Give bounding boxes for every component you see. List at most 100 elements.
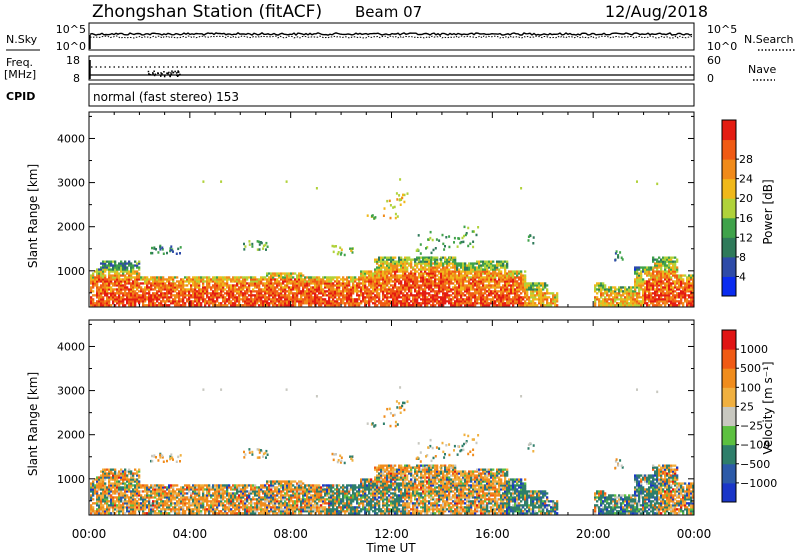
power-cell [692, 294, 695, 297]
power-cell [480, 280, 483, 283]
power-cell [608, 290, 611, 293]
power-scatter [465, 232, 468, 235]
power-cell [244, 296, 247, 299]
power-cell [426, 280, 429, 283]
velocity-cell [94, 512, 97, 515]
power-cell [486, 278, 489, 281]
velocity-cell [124, 488, 127, 491]
power-cell [432, 298, 435, 301]
power-cell [310, 298, 313, 301]
power-cell [136, 278, 139, 281]
power-cell [502, 266, 505, 269]
power-cell [314, 302, 317, 305]
power-cell [448, 282, 451, 285]
velocity-cell [116, 474, 119, 477]
power-cell [96, 272, 99, 275]
power-cell [470, 272, 473, 275]
power-cell [104, 264, 107, 267]
power-cell [128, 302, 131, 305]
power-cell [120, 260, 123, 263]
power-cell [186, 284, 189, 287]
power-cell [118, 292, 121, 295]
power-cell [442, 264, 445, 267]
power-cell [416, 262, 419, 265]
power-cell [130, 304, 133, 307]
power-cell [142, 288, 145, 291]
power-cell [638, 296, 641, 299]
power-cell [244, 286, 247, 289]
power-cell [652, 276, 655, 279]
power-cell [686, 280, 689, 283]
power-cell [398, 256, 401, 259]
power-cell [122, 288, 125, 291]
power-cell [652, 286, 655, 289]
power-cell [632, 290, 635, 293]
power-cell [204, 304, 207, 307]
power-cell [618, 292, 621, 295]
power-cell [438, 288, 441, 291]
power-cell [242, 300, 245, 303]
power-cell [656, 290, 659, 293]
power-cell [378, 302, 381, 305]
power-cell [302, 278, 305, 281]
velocity-cell [122, 482, 125, 485]
power-cell [610, 304, 613, 307]
power-cell [532, 288, 535, 291]
velocity-cell [96, 488, 99, 491]
power-cell [512, 288, 515, 291]
power-cell [418, 262, 421, 265]
power-cell [652, 282, 655, 285]
nsky-label: N.Sky [6, 33, 38, 46]
power-cell [656, 268, 659, 271]
power-cell [604, 290, 607, 293]
power-cell [642, 268, 645, 271]
power-cell [400, 266, 403, 269]
power-cell [124, 294, 127, 297]
power-cell [300, 272, 303, 275]
power-cell [182, 294, 185, 297]
power-cell [112, 270, 115, 273]
power-cell [376, 280, 379, 283]
power-cell [680, 280, 683, 283]
power-cell [498, 280, 501, 283]
power-cell [126, 298, 129, 301]
power-cell [242, 292, 245, 295]
power-cell [224, 292, 227, 295]
power-cell [378, 272, 381, 275]
power-cell [452, 274, 455, 277]
power-cell [492, 300, 495, 303]
power-cell [296, 276, 299, 279]
power-cell [208, 284, 211, 287]
velocity-cell [118, 488, 121, 491]
power-cell [184, 288, 187, 291]
power-cell [424, 276, 427, 279]
power-cell [444, 294, 447, 297]
power-cell [406, 270, 409, 273]
power-cell [220, 276, 223, 279]
power-cell [136, 288, 139, 291]
power-cell [270, 274, 273, 277]
power-cell [90, 296, 93, 299]
power-cell [114, 282, 117, 285]
power-cell [134, 286, 137, 289]
velocity-cell [118, 472, 121, 475]
power-cell [248, 302, 251, 305]
power-cell [504, 276, 507, 279]
power-cell [644, 296, 647, 299]
power-cell [528, 288, 531, 291]
power-cell [454, 266, 457, 269]
power-cell [100, 262, 103, 265]
power-cell [272, 300, 275, 303]
power-cell [166, 300, 169, 303]
power-cell [660, 296, 663, 299]
power-cell [268, 288, 271, 291]
power-cell [464, 274, 467, 277]
power-cell [168, 298, 171, 301]
power-cell [338, 276, 341, 279]
power-cell [330, 282, 333, 285]
power-cell [130, 262, 133, 265]
power-cell [610, 302, 613, 305]
power-cell [404, 256, 407, 259]
power-cell [610, 292, 613, 295]
power-cell [90, 290, 93, 293]
